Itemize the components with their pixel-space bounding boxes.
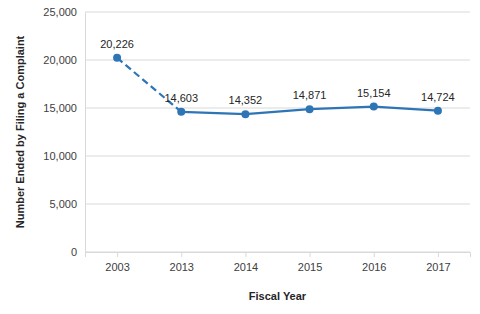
y-tick: 20,000 [43,54,85,66]
y-tick: 0 [71,246,85,258]
grid-line [85,12,470,13]
x-tick-label: 2003 [105,261,129,273]
x-tick-label: 2016 [362,261,386,273]
x-tick: 2014 [234,252,258,273]
y-axis-title: Number Ended by Filing a Complaint [14,35,26,228]
chart: 05,00010,00015,00020,00025,0002003201320… [0,0,480,314]
y-tick: 15,000 [43,102,85,114]
x-tick-label: 2014 [234,261,258,273]
x-axis-line [86,253,471,258]
y-tick-label: 15,000 [43,102,77,114]
y-tick-label: 5,000 [49,198,77,210]
x-axis-title: Fiscal Year [249,290,307,302]
y-tick: 5,000 [49,198,85,210]
data-label: 14,352 [229,94,263,106]
marker [177,108,185,116]
grid-line [85,204,470,205]
x-tick-mark [438,252,439,257]
marker [434,107,442,115]
data-label: 14,871 [293,89,327,101]
marker [113,54,121,62]
y-tick: 10,000 [43,150,85,162]
x-tick-mark [245,252,246,257]
data-labels: 20,226 14,603 14,352 14,871 15,154 14,724 [100,38,454,106]
y-tick-label: 0 [71,246,77,258]
grid-line [85,60,470,61]
x-tick-mark [310,252,311,257]
x-tick: 2003 [105,252,129,273]
y-tick: 25,000 [43,6,85,18]
x-tick-mark [374,252,375,257]
y-tick-label: 25,000 [43,6,77,18]
x-tick-mark [181,252,182,257]
x-tick: 2017 [426,252,450,273]
x-tick-label: 2015 [298,261,322,273]
marker [370,103,378,111]
x-tick-label: 2013 [170,261,194,273]
x-tick-label: 2017 [426,261,450,273]
y-tick-label: 20,000 [43,54,77,66]
x-tick: 2013 [170,252,194,273]
marker [241,110,249,118]
data-label: 20,226 [100,38,134,50]
y-axis: 0 5,000 10,000 15,000 20,000 25,000 [43,6,85,258]
data-label: 14,603 [164,92,198,104]
data-label: 14,724 [421,91,455,103]
data-label: 15,154 [357,87,391,99]
x-tick-mark [117,252,118,257]
y-axis-line [85,13,86,253]
x-tick: 2016 [362,252,386,273]
y-tick-label: 10,000 [43,150,77,162]
plot-area [113,54,442,118]
x-axis: 2003 2013 2014 2015 2016 2017 [86,252,471,273]
marker [306,105,314,113]
grid-line [85,156,470,157]
x-tick: 2015 [298,252,322,273]
grid [85,12,470,252]
